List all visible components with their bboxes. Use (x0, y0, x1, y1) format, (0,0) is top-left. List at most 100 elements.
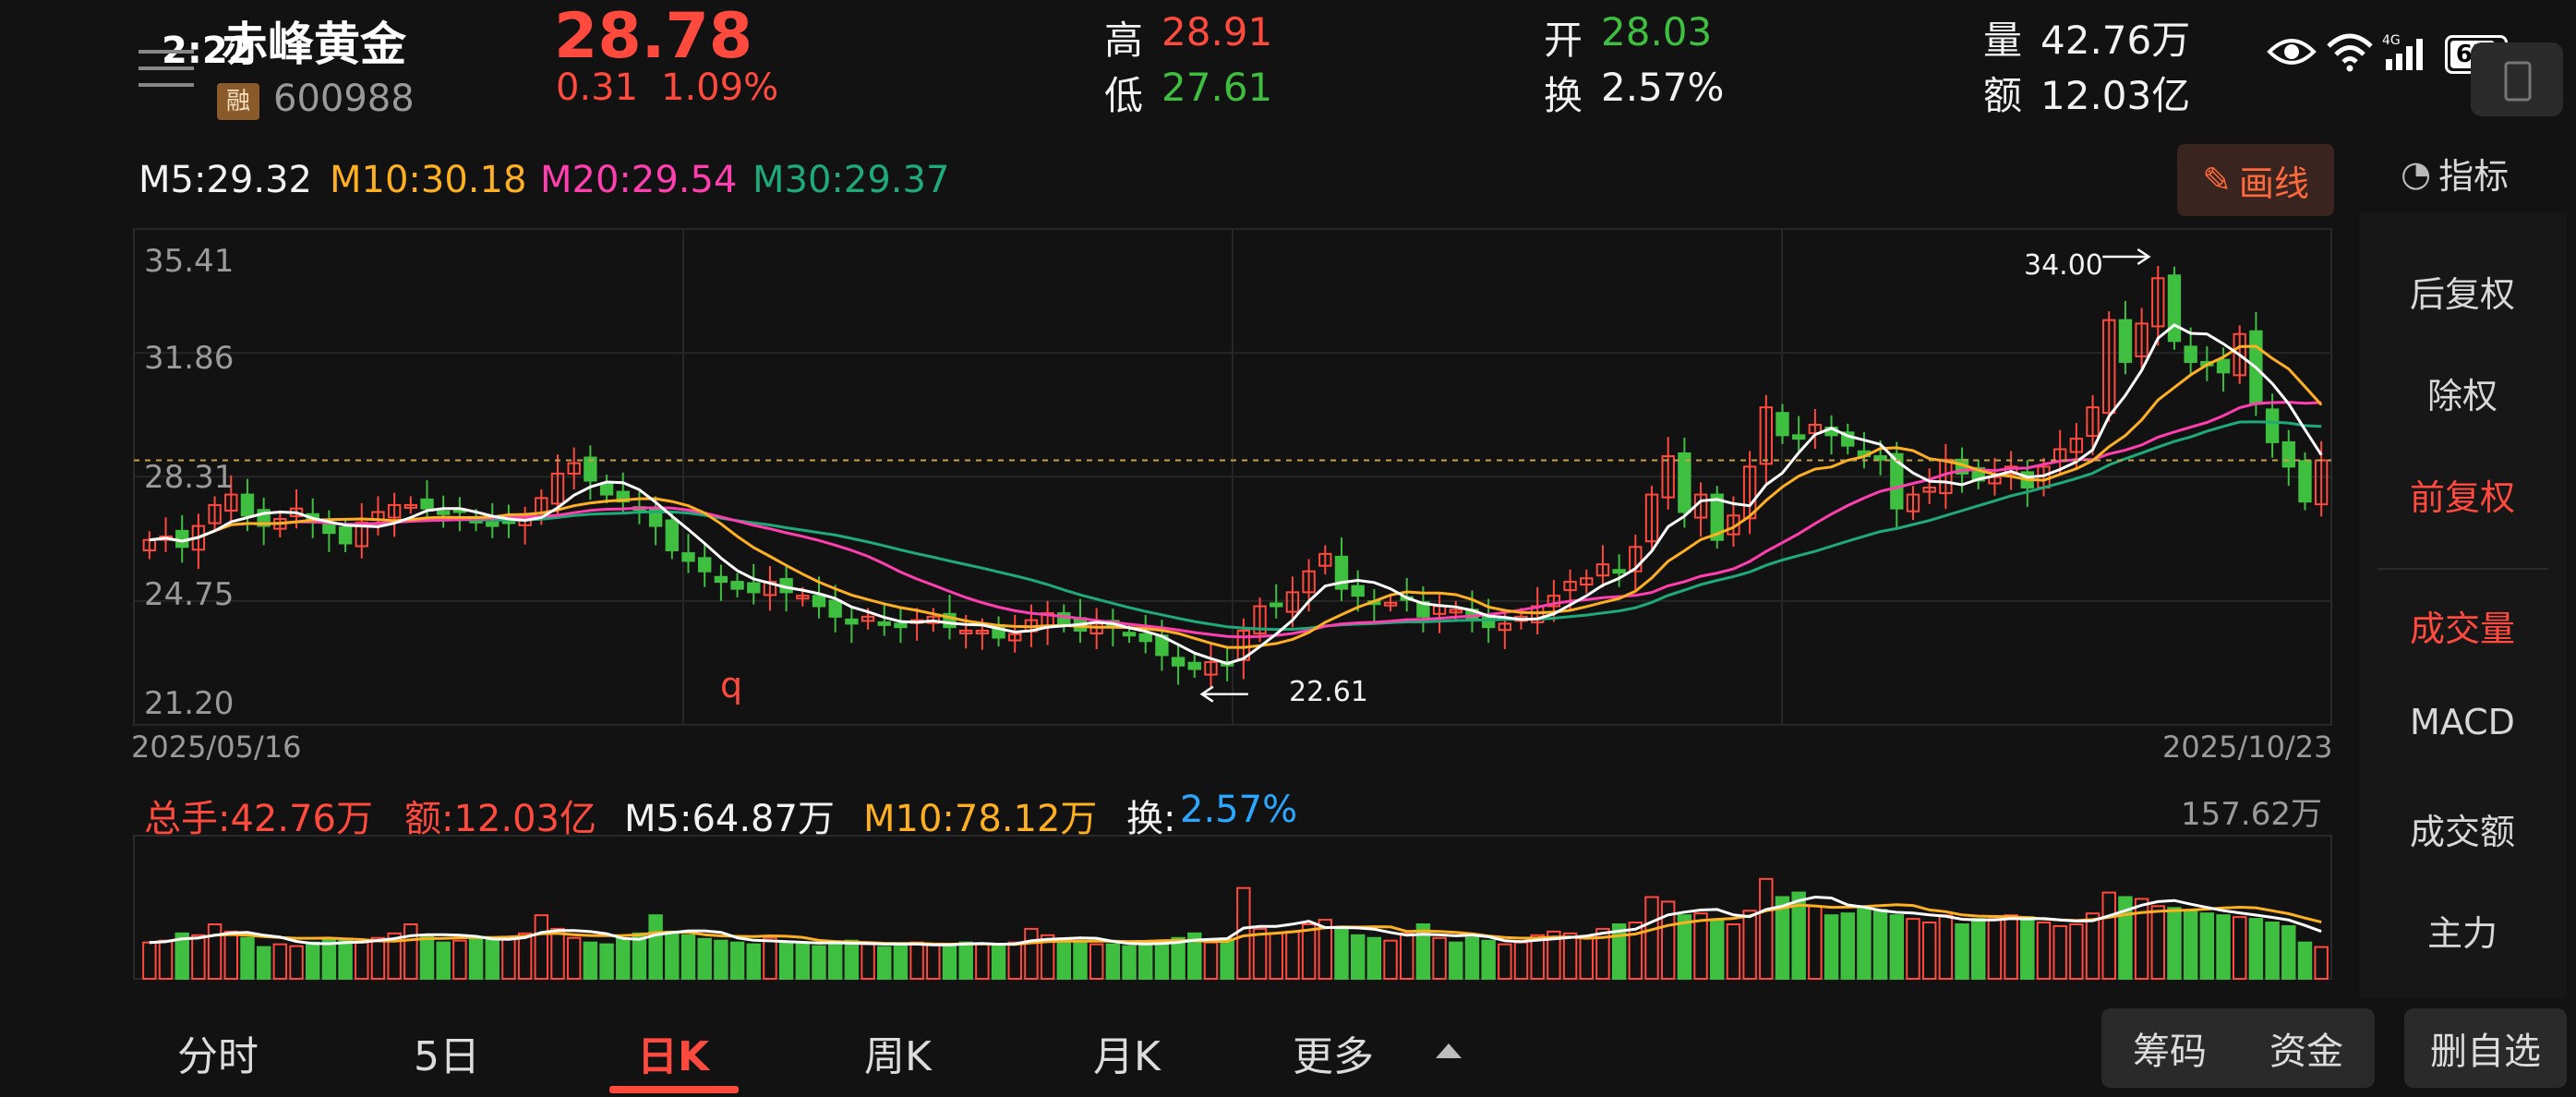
volume-bar (746, 943, 761, 981)
candle-body (845, 618, 859, 625)
volume-bar (1073, 941, 1088, 981)
volume-bar (958, 941, 973, 981)
candle-body (730, 581, 744, 590)
side-item-ex-right[interactable]: 除权 (2426, 376, 2498, 416)
ma20-line (149, 401, 2322, 639)
funds-button[interactable]: 资金 (2238, 1008, 2375, 1088)
volume-bar (1547, 930, 1561, 981)
low-value: 27.61 (1162, 65, 1273, 110)
volume-turnover-label: 换: (1126, 798, 1176, 840)
candle-body (1661, 455, 1675, 499)
volume-bar (2085, 912, 2101, 980)
volume-bar (909, 941, 924, 981)
margin-tag: 融 (217, 83, 259, 120)
volume-bar (1742, 910, 1757, 980)
volume-bar (1579, 935, 1594, 981)
candle-body (2184, 345, 2197, 363)
indicator-button[interactable]: ◔ 指标 (2401, 148, 2509, 199)
volume-bar (1840, 912, 1855, 980)
side-divider (2377, 568, 2548, 570)
event-marker[interactable]: q (720, 665, 743, 705)
candle-body (2233, 332, 2246, 377)
volume-bar (1383, 939, 1398, 980)
candle-body (1710, 493, 1724, 541)
volume-bar (1318, 919, 1332, 980)
candle-body (975, 629, 990, 634)
stock-name: 赤峰黄金 (222, 18, 406, 71)
tab-5day[interactable]: 5日 (414, 1033, 480, 1080)
low-label: 低 (1104, 73, 1144, 118)
volume-bar (2183, 910, 2198, 980)
volume-bar (1530, 934, 1545, 980)
landscape-button[interactable] (2471, 42, 2563, 116)
tab-monthly-k[interactable]: 月K (1093, 1033, 1161, 1080)
ma20-legend: M20:29.54 (540, 159, 738, 201)
volume-bar (1872, 909, 1888, 981)
price-change: 0.31 (556, 66, 639, 109)
volume-bar (485, 936, 500, 980)
candle-body (1187, 661, 1201, 670)
volume-bar (191, 934, 206, 980)
side-item-main-force[interactable]: 主力 (2426, 913, 2498, 954)
volume-bar (387, 932, 402, 981)
ma10-line (149, 344, 2323, 649)
remove-watchlist-button[interactable]: 删自选 (2404, 1008, 2567, 1088)
candle-body (420, 498, 434, 510)
candle-body (697, 557, 712, 573)
volume-bar (680, 934, 696, 980)
high-annotation: 34.00 (2024, 249, 2103, 282)
candle-body (1890, 452, 1904, 510)
volume-bar (2248, 918, 2264, 980)
chips-button[interactable]: 筹码 (2101, 1008, 2238, 1088)
volume-bar (1498, 943, 1512, 981)
price-tick-3: 28.31 (144, 459, 235, 496)
tab-intraday[interactable]: 分时 (177, 1033, 259, 1080)
side-item-pre-adjust[interactable]: 前复权 (2409, 477, 2515, 518)
candle-body (1580, 577, 1594, 586)
high-arrow-head-icon (2137, 247, 2151, 266)
volume-bar (2297, 941, 2313, 981)
volume-bar (714, 939, 728, 980)
side-item-amount[interactable]: 成交额 (2409, 812, 2515, 852)
svg-text:4G: 4G (2382, 33, 2401, 48)
volume-bar (1220, 937, 1234, 981)
tab-daily-k[interactable]: 日K (637, 1033, 710, 1080)
signal-icon: 4G (2382, 33, 2423, 70)
turnover-label: 换 (1544, 73, 1583, 118)
volume-total-legend: 总手:42.76万 (144, 798, 373, 840)
price-tick-5: 21.20 (144, 685, 235, 722)
menu-icon[interactable] (138, 46, 194, 90)
volume-ma10-line (149, 903, 2322, 946)
candle-body (1253, 605, 1267, 634)
candle-body (1547, 595, 1561, 608)
tab-more[interactable]: 更多 (1293, 1033, 1374, 1080)
volume-bar (1056, 939, 1072, 980)
candle-body (224, 493, 238, 512)
side-item-macd[interactable]: MACD (2410, 702, 2515, 742)
triangle-up-icon[interactable] (1436, 1043, 1462, 1058)
side-item-post-adjust[interactable]: 后复权 (2409, 274, 2515, 315)
eye-icon (2267, 39, 2317, 65)
gauge-icon: ◔ (2401, 152, 2432, 194)
draw-line-button[interactable]: ✎ 画线 (2177, 144, 2334, 216)
candle-body (1791, 434, 1806, 440)
volume-bar (2199, 912, 2215, 980)
candle-body (2281, 440, 2295, 468)
volume-bar (1138, 941, 1153, 981)
volume-bar (1628, 922, 1643, 980)
volume-bar (1432, 936, 1447, 980)
candle-body (338, 526, 353, 545)
candle-body (2216, 358, 2231, 374)
candle-body (355, 521, 368, 548)
side-item-volume[interactable]: 成交量 (2409, 609, 2515, 649)
volume-bar (1726, 922, 1741, 980)
price-tick-1: 35.41 (144, 243, 235, 280)
candle-body (599, 482, 614, 496)
volume-bar (419, 934, 435, 980)
volume-bar (893, 945, 909, 980)
tab-weekly-k[interactable]: 周K (864, 1033, 932, 1080)
volume-ma5-line (149, 895, 2322, 946)
candle-body (403, 503, 418, 509)
volume-bar (1154, 939, 1170, 980)
